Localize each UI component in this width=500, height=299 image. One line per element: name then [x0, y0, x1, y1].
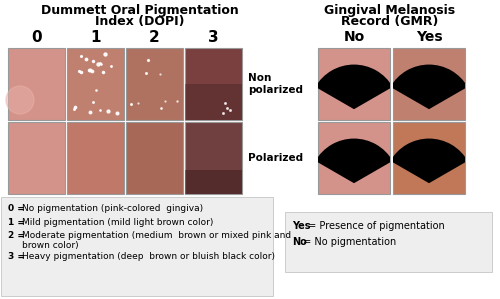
Text: Yes: Yes: [416, 30, 442, 44]
Text: Gingival Melanosis: Gingival Melanosis: [324, 4, 456, 17]
Text: 1 =: 1 =: [8, 218, 28, 227]
Text: 2: 2: [149, 30, 160, 45]
Circle shape: [6, 86, 34, 114]
Text: Index (DOPI): Index (DOPI): [95, 15, 185, 28]
Text: 3 =: 3 =: [8, 252, 28, 261]
Text: Heavy pigmentation (deep  brown or bluish black color): Heavy pigmentation (deep brown or bluish…: [22, 252, 274, 261]
Text: Dummett Oral Pigmentation: Dummett Oral Pigmentation: [41, 4, 239, 17]
Text: 3: 3: [208, 30, 219, 45]
Bar: [185, 170, 242, 194]
Bar: [318, 48, 390, 120]
Text: Yes: Yes: [292, 221, 310, 231]
Bar: [393, 122, 465, 194]
Text: = No pigmentation: = No pigmentation: [300, 237, 396, 247]
Text: Mild pigmentation (mild light brown color): Mild pigmentation (mild light brown colo…: [22, 218, 213, 227]
Bar: [8, 48, 65, 120]
Bar: [393, 48, 465, 120]
Text: 1: 1: [90, 30, 101, 45]
FancyBboxPatch shape: [1, 197, 273, 296]
Text: No: No: [292, 237, 307, 247]
Text: No: No: [344, 30, 364, 44]
Bar: [126, 122, 183, 194]
Text: No pigmentation (pink-colored  gingiva): No pigmentation (pink-colored gingiva): [22, 204, 203, 213]
Bar: [185, 84, 242, 120]
Wedge shape: [316, 138, 392, 183]
Bar: [185, 48, 242, 120]
Text: Record (GMR): Record (GMR): [342, 15, 438, 28]
Bar: [318, 122, 390, 194]
Wedge shape: [390, 138, 468, 183]
Wedge shape: [390, 65, 468, 109]
Bar: [67, 122, 124, 194]
FancyBboxPatch shape: [285, 212, 492, 272]
Bar: [185, 122, 242, 194]
Text: Moderate pigmentation (medium  brown or mixed pink and
brown color): Moderate pigmentation (medium brown or m…: [22, 231, 290, 250]
Text: 2 =: 2 =: [8, 231, 28, 240]
Bar: [8, 122, 65, 194]
Wedge shape: [316, 65, 392, 109]
Text: 0 =: 0 =: [8, 204, 28, 213]
Bar: [126, 48, 183, 120]
Text: Polarized: Polarized: [248, 153, 303, 163]
Text: Non
polarized: Non polarized: [248, 73, 303, 95]
Text: 0: 0: [31, 30, 42, 45]
Text: = Presence of pigmentation: = Presence of pigmentation: [304, 221, 444, 231]
Bar: [67, 48, 124, 120]
